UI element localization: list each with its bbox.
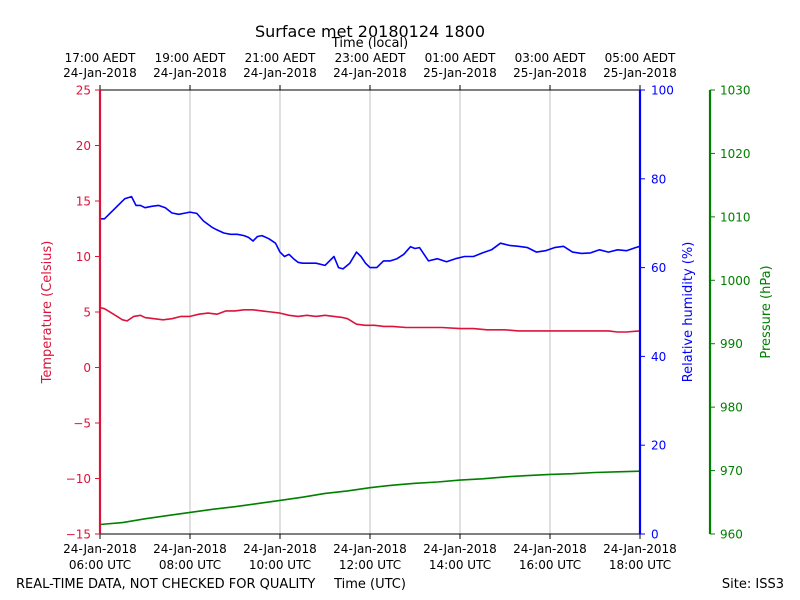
utc-tick-date: 24-Jan-2018 [333, 542, 407, 556]
pressure-tick-label: 970 [720, 464, 743, 478]
local-tick-date: 25-Jan-2018 [513, 66, 587, 80]
temperature-tick-label: 20 [76, 139, 91, 153]
chart-title: Surface met 20180124 1800 [255, 22, 485, 41]
temperature-tick-label: 10 [76, 250, 91, 264]
humidity-axis-title: Relative humidity (%) [681, 242, 696, 383]
temperature-tick-label: 0 [83, 361, 91, 375]
humidity-tick-label: 80 [651, 172, 666, 186]
top-axis-title: Time (local) [331, 36, 408, 51]
utc-tick-date: 24-Jan-2018 [243, 542, 317, 556]
local-tick-time: 03:00 AEDT [515, 51, 586, 65]
local-tick-time: 05:00 AEDT [605, 51, 676, 65]
pressure-axis-title: Pressure (hPa) [759, 265, 774, 358]
series-line-relative-humidity [100, 195, 641, 270]
series-line-temperature [99, 306, 641, 333]
local-tick-date: 24-Jan-2018 [243, 66, 317, 80]
pressure-tick-label: 1000 [720, 274, 751, 288]
axes [95, 85, 715, 539]
humidity-tick-label: 0 [651, 528, 659, 542]
utc-tick-time: 12:00 UTC [339, 558, 401, 572]
pressure-tick-label: 1020 [720, 147, 751, 161]
temperature-tick-label: 15 [76, 195, 91, 209]
pressure-tick-label: 980 [720, 401, 743, 415]
grid-lines [189, 90, 551, 534]
utc-tick-time: 14:00 UTC [429, 558, 491, 572]
temperature-tick-label: −5 [73, 417, 91, 431]
local-tick-date: 25-Jan-2018 [603, 66, 677, 80]
local-tick-date: 24-Jan-2018 [63, 66, 137, 80]
utc-tick-date: 24-Jan-2018 [63, 542, 137, 556]
site-label: Site: ISS3 [722, 577, 784, 592]
local-tick-date: 24-Jan-2018 [153, 66, 227, 80]
utc-tick-date: 24-Jan-2018 [423, 542, 497, 556]
quality-disclaimer: REAL-TIME DATA, NOT CHECKED FOR QUALITY [16, 577, 315, 592]
humidity-tick-label: 20 [651, 439, 666, 453]
temperature-axis-title: Temperature (Celsius) [40, 241, 55, 385]
local-tick-date: 25-Jan-2018 [423, 66, 497, 80]
local-tick-time: 23:00 AEDT [335, 51, 406, 65]
temperature-tick-label: 25 [76, 84, 91, 98]
utc-tick-time: 16:00 UTC [519, 558, 581, 572]
utc-tick-date: 24-Jan-2018 [153, 542, 227, 556]
humidity-tick-label: 60 [651, 261, 666, 275]
pressure-tick-label: 1010 [720, 210, 751, 224]
series-lines [99, 195, 641, 526]
utc-tick-time: 08:00 UTC [159, 558, 221, 572]
utc-tick-date: 24-Jan-2018 [513, 542, 587, 556]
local-tick-time: 01:00 AEDT [425, 51, 496, 65]
utc-tick-time: 10:00 UTC [249, 558, 311, 572]
series-line-pressure [99, 470, 641, 526]
pressure-tick-label: 1030 [720, 84, 751, 98]
temperature-tick-label: −10 [66, 472, 91, 486]
utc-tick-time: 18:00 UTC [609, 558, 671, 572]
humidity-tick-label: 40 [651, 350, 666, 364]
local-tick-time: 17:00 AEDT [65, 51, 136, 65]
utc-tick-date: 24-Jan-2018 [603, 542, 677, 556]
utc-tick-time: 06:00 UTC [69, 558, 131, 572]
humidity-tick-label: 100 [651, 84, 674, 98]
pressure-tick-label: 960 [720, 528, 743, 542]
bottom-axis-title: Time (UTC) [333, 577, 406, 592]
local-tick-time: 21:00 AEDT [245, 51, 316, 65]
temperature-tick-label: −15 [66, 528, 91, 542]
local-tick-time: 19:00 AEDT [155, 51, 226, 65]
local-tick-date: 24-Jan-2018 [333, 66, 407, 80]
pressure-tick-label: 990 [720, 337, 743, 351]
temperature-tick-label: 5 [83, 306, 91, 320]
